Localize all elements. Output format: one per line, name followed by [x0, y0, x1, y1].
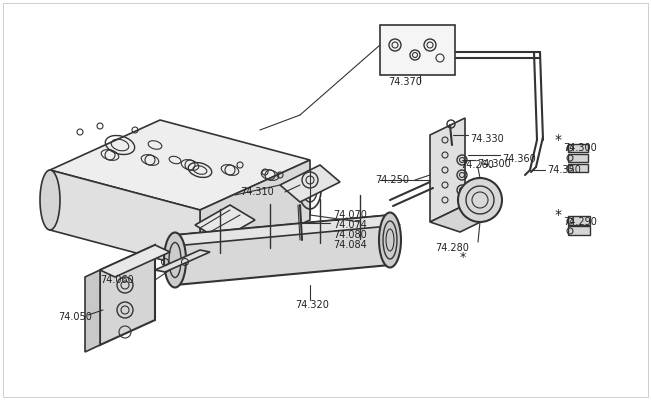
Polygon shape — [200, 160, 310, 270]
Polygon shape — [100, 245, 155, 345]
Text: 74.050: 74.050 — [58, 312, 92, 322]
Text: 74.074: 74.074 — [333, 220, 367, 230]
Bar — [568, 226, 590, 235]
Circle shape — [458, 178, 502, 222]
Text: 74.310: 74.310 — [240, 187, 274, 197]
Text: 74.290: 74.290 — [563, 217, 597, 227]
Text: 74.320: 74.320 — [295, 300, 329, 310]
Text: 74.250: 74.250 — [375, 175, 409, 185]
Polygon shape — [155, 250, 210, 272]
Bar — [568, 216, 590, 225]
Polygon shape — [50, 120, 310, 210]
Polygon shape — [430, 205, 495, 232]
Polygon shape — [175, 215, 400, 245]
Text: 74.300: 74.300 — [563, 143, 597, 153]
Polygon shape — [85, 270, 100, 352]
Text: 74.370: 74.370 — [388, 77, 422, 87]
Text: 74.360: 74.360 — [502, 154, 536, 164]
Bar — [568, 154, 588, 162]
Text: *: * — [555, 208, 562, 222]
Bar — [568, 144, 588, 152]
Polygon shape — [175, 215, 390, 285]
Bar — [568, 164, 588, 172]
Text: *: * — [555, 133, 562, 147]
Text: *: * — [460, 250, 466, 264]
Text: 74.070: 74.070 — [333, 210, 367, 220]
Text: 74.330: 74.330 — [470, 134, 504, 144]
Polygon shape — [280, 165, 340, 202]
Text: 74.080: 74.080 — [333, 230, 367, 240]
Polygon shape — [100, 245, 170, 277]
Text: 74.260: 74.260 — [460, 160, 494, 170]
Text: 74.280: 74.280 — [435, 243, 469, 253]
Bar — [380, 25, 455, 75]
Polygon shape — [430, 118, 465, 222]
Text: 74.300: 74.300 — [477, 159, 511, 169]
Ellipse shape — [164, 232, 186, 288]
Text: 74.084: 74.084 — [333, 240, 367, 250]
Ellipse shape — [40, 170, 60, 230]
Polygon shape — [195, 205, 255, 240]
Ellipse shape — [379, 212, 401, 268]
Polygon shape — [50, 170, 200, 270]
Text: 74.350: 74.350 — [547, 165, 581, 175]
Text: 74.060: 74.060 — [100, 275, 133, 285]
